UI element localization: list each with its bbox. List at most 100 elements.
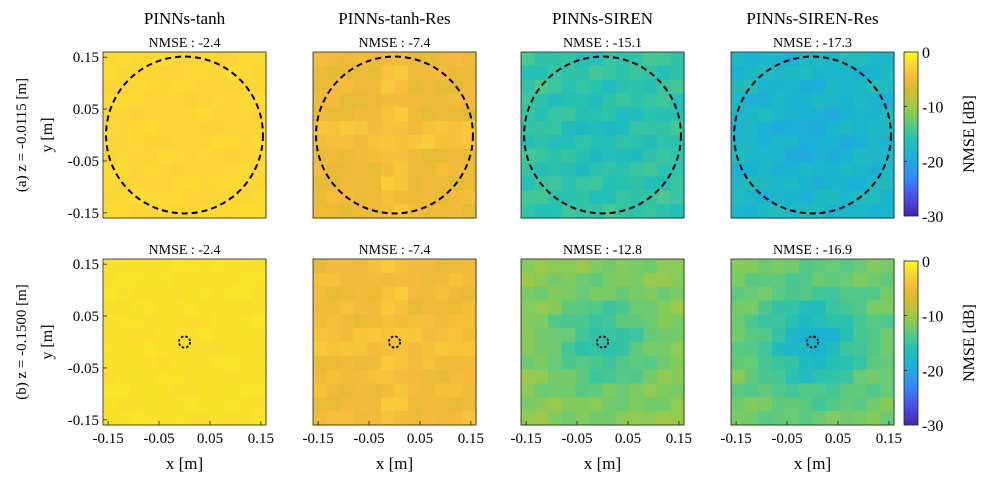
heatmap-cell bbox=[394, 190, 409, 205]
heatmap-cell bbox=[534, 121, 549, 136]
heatmap-cell bbox=[616, 369, 631, 385]
heatmap-cell bbox=[839, 79, 854, 95]
heatmap-cell bbox=[130, 52, 145, 67]
y-tick-label: 0.15 bbox=[73, 257, 99, 273]
heatmap-cell bbox=[408, 383, 423, 398]
heatmap-cell bbox=[731, 300, 746, 315]
heatmap-cell bbox=[103, 190, 118, 205]
heatmap-cell bbox=[448, 162, 464, 178]
heatmap-cell bbox=[340, 93, 355, 108]
colorbar-gradient bbox=[903, 51, 919, 217]
heatmap-cell bbox=[225, 355, 240, 371]
heatmap-cell bbox=[184, 204, 199, 219]
heatmap-cell bbox=[380, 135, 396, 150]
boundary-circle bbox=[733, 55, 892, 215]
heatmap-cell bbox=[548, 328, 563, 343]
heatmap-cell bbox=[408, 176, 423, 191]
heatmap-cell bbox=[408, 411, 423, 426]
heatmap-cell bbox=[616, 355, 631, 371]
heatmap-cell bbox=[252, 411, 267, 426]
heatmap-cell bbox=[561, 355, 576, 371]
heatmap-cell bbox=[353, 286, 368, 302]
heatmap-cell bbox=[143, 121, 158, 136]
heatmap-cell bbox=[670, 397, 685, 412]
heatmap-cell bbox=[771, 52, 786, 67]
heatmap-cell bbox=[812, 135, 827, 150]
y-axis-label: y [m] bbox=[39, 117, 56, 152]
heatmap-cell bbox=[534, 355, 549, 371]
heatmap-cell bbox=[534, 190, 549, 205]
heatmap-cell bbox=[340, 107, 355, 122]
heatmap-cell bbox=[211, 162, 226, 178]
heatmap-cell bbox=[853, 107, 868, 122]
heatmap-cell bbox=[184, 65, 199, 81]
heatmap-cell bbox=[561, 176, 576, 191]
heatmap-cell bbox=[353, 383, 368, 398]
heatmap-cell bbox=[826, 148, 841, 164]
heatmap-cell bbox=[116, 259, 131, 274]
heatmap-cell bbox=[462, 369, 477, 385]
heatmap-cell bbox=[602, 397, 617, 412]
heatmap-cell bbox=[313, 259, 328, 274]
heatmap-cell bbox=[225, 79, 240, 95]
heatmap-cell bbox=[448, 190, 464, 205]
heatmap-cell bbox=[394, 272, 409, 288]
heatmap-cell bbox=[421, 355, 436, 371]
heatmap-cell bbox=[380, 383, 396, 398]
heatmap-cell bbox=[421, 272, 436, 288]
heatmap-cell bbox=[340, 121, 355, 136]
heatmap-cell bbox=[616, 176, 631, 191]
heatmap-cell bbox=[758, 383, 773, 398]
heatmap-cell bbox=[313, 369, 328, 385]
heatmap-cell bbox=[670, 162, 685, 178]
heatmap-cell bbox=[116, 190, 131, 205]
heatmap-cell bbox=[812, 121, 827, 136]
heatmap-cell bbox=[340, 355, 355, 371]
heatmap-cell bbox=[643, 204, 658, 219]
y-tick-label: -0.15 bbox=[68, 206, 99, 222]
x-tick-label: -0.05 bbox=[771, 431, 802, 447]
heatmap-cell bbox=[561, 397, 576, 412]
heatmap-cell bbox=[252, 286, 267, 302]
heatmap-cell bbox=[548, 342, 563, 357]
heatmap-cell bbox=[448, 93, 464, 108]
heatmap-cell bbox=[643, 328, 658, 343]
heatmap-cell bbox=[521, 107, 536, 122]
panel-frame bbox=[102, 51, 267, 219]
heatmap-cell bbox=[826, 162, 841, 178]
heatmap-cell bbox=[225, 342, 240, 357]
heatmap-cell bbox=[198, 135, 213, 150]
heatmap-cell bbox=[143, 52, 158, 67]
heatmap-cell bbox=[462, 176, 477, 191]
heatmap-cell bbox=[157, 79, 172, 95]
heatmap-cell bbox=[534, 300, 549, 315]
heatmap-cell bbox=[561, 272, 576, 288]
heatmap-cell bbox=[534, 286, 549, 302]
heatmap-cell bbox=[211, 204, 226, 219]
heatmap-cell bbox=[225, 328, 240, 343]
heatmap-cell bbox=[839, 93, 854, 108]
heatmap-cell bbox=[853, 369, 868, 385]
heatmap-cell bbox=[853, 121, 868, 136]
heatmap-cell bbox=[521, 93, 536, 108]
heatmap-cell bbox=[629, 204, 644, 219]
heatmap-cell bbox=[238, 204, 254, 219]
heatmap-cell bbox=[340, 383, 355, 398]
heatmap-cell bbox=[435, 259, 450, 274]
heatmap-cell bbox=[421, 411, 436, 426]
heatmap-cell bbox=[670, 79, 685, 95]
heatmap-cell bbox=[670, 204, 685, 219]
heatmap-cell bbox=[771, 259, 786, 274]
heatmap-cell bbox=[238, 300, 254, 315]
boundary-circle bbox=[523, 55, 682, 215]
heatmap-cell bbox=[826, 190, 841, 205]
heatmap-cell bbox=[812, 79, 827, 95]
heatmap-cell bbox=[812, 383, 827, 398]
heatmap-cell bbox=[313, 286, 328, 302]
heatmap-cell bbox=[130, 369, 145, 385]
boundary-circle bbox=[315, 55, 474, 215]
heatmap-cell bbox=[839, 286, 854, 302]
heatmap-cell bbox=[670, 369, 685, 385]
heatmap-cell bbox=[561, 411, 576, 426]
heatmap-cell bbox=[616, 107, 631, 122]
